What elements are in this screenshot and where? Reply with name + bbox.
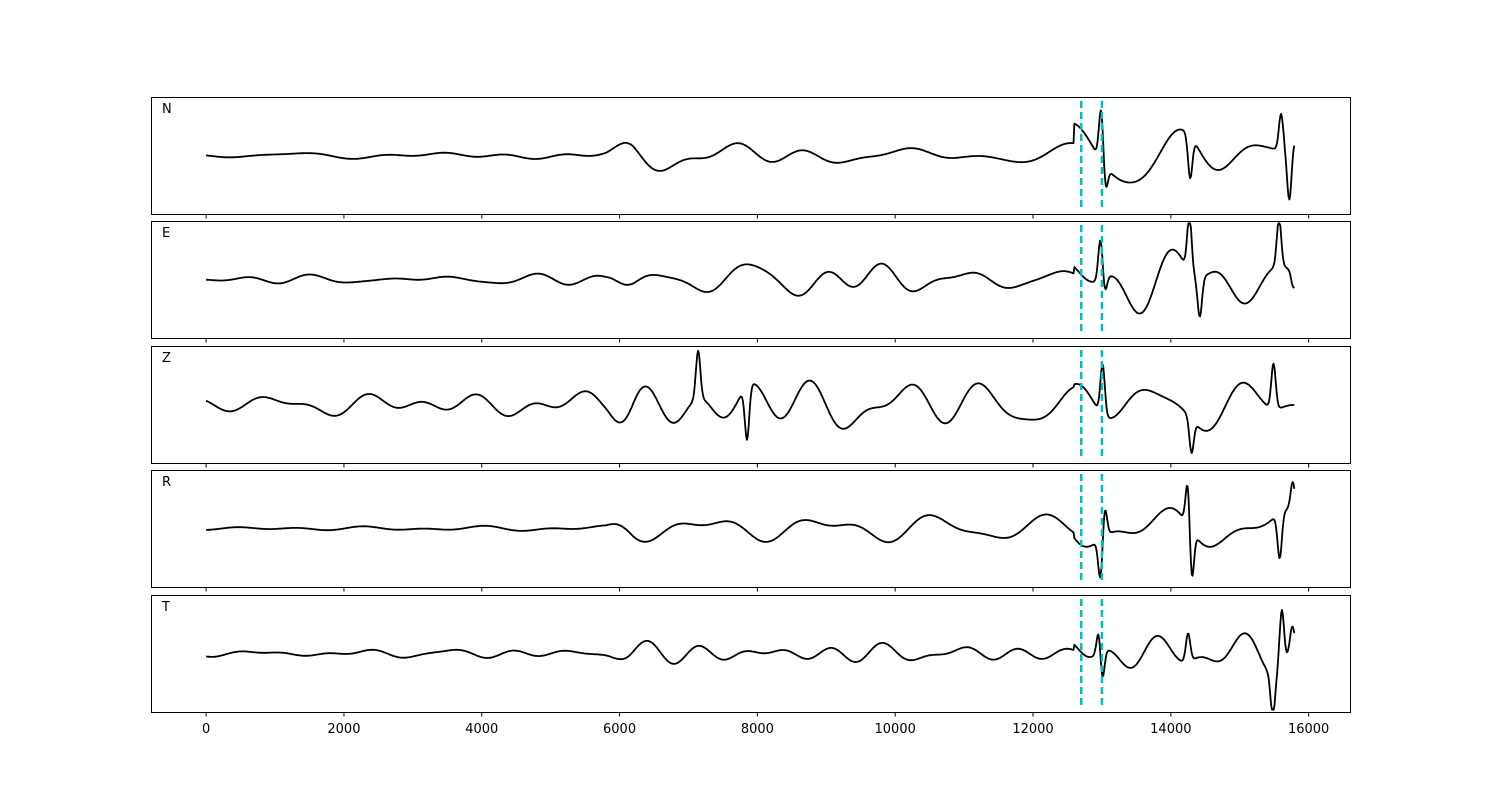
panel-frame [151, 97, 1351, 215]
x-tick-label: 12000 [1012, 722, 1053, 737]
panel-label: Z [162, 351, 171, 366]
waveform-trace [206, 222, 1295, 318]
panel-label: T [161, 600, 170, 615]
panel-z: Z [151, 346, 1351, 468]
panel-r: R [151, 470, 1351, 592]
panel-e: E [151, 221, 1351, 343]
panel-label: N [162, 102, 172, 117]
panel-frame [151, 470, 1351, 588]
x-tick-label: 16000 [1288, 722, 1329, 737]
panel-label: R [162, 475, 171, 490]
x-tick-label: 2000 [327, 722, 360, 737]
x-tick-label: 10000 [875, 722, 916, 737]
waveform-trace [205, 349, 1295, 455]
panel-frame [151, 221, 1351, 339]
waveform-trace [206, 109, 1296, 201]
x-tick-label: 4000 [465, 722, 498, 737]
panels-group: N E Z R T [151, 97, 1351, 717]
waveform-trace [205, 609, 1296, 711]
panel-frame [151, 346, 1351, 464]
panel-label: E [162, 226, 170, 241]
x-tick-label: 14000 [1150, 722, 1191, 737]
x-tick-label: 0 [202, 722, 210, 737]
x-tick-label: 8000 [741, 722, 774, 737]
x-axis: 0 2000 4000 6000 8000 10000 12000 14000 16000 [202, 722, 1329, 737]
panel-frame [151, 595, 1351, 713]
panel-n: N [151, 97, 1351, 219]
x-tick-label: 6000 [603, 722, 636, 737]
waveform-trace [206, 481, 1296, 579]
panel-t: T [151, 595, 1351, 717]
